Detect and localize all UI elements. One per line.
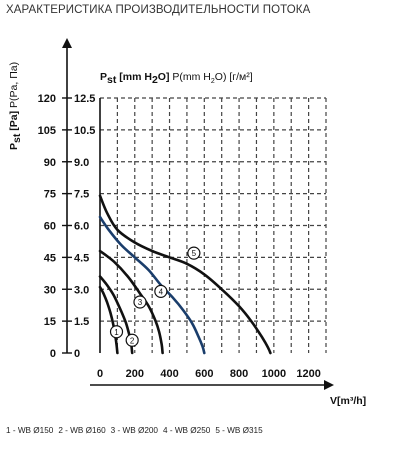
y-tick-label-mm: 3.0: [74, 284, 89, 296]
y-tick-label-mm: 10.5: [74, 125, 95, 137]
y-axis-label: Pst [Pa] P(Pa, Па): [8, 62, 23, 150]
x-tick-label: 400: [160, 368, 178, 380]
series-curves: [98, 194, 272, 355]
y-tick-label-pa: 60: [44, 221, 56, 233]
x-axis-arrow: [324, 380, 334, 390]
series-marker-label-3: 3: [138, 298, 143, 307]
series-marker-label-4: 4: [159, 287, 164, 296]
page-title: ХАРАКТЕРИСТИКА ПРОИЗВОДИТЕЛЬНОСТИ ПОТОКА: [6, 4, 311, 16]
axes: [62, 38, 334, 390]
y-tick-label-mm: 9.0: [74, 157, 89, 169]
series-marker-label-2: 2: [130, 336, 135, 345]
legend-item-4: 4 - WB Ø250: [162, 426, 211, 435]
y-tick-label-pa: 105: [38, 125, 56, 137]
series-marker-1: [109, 325, 124, 339]
x-tick-label: 800: [230, 368, 248, 380]
series-marker-5: [187, 246, 201, 260]
series-marker-label-5: 5: [192, 249, 197, 258]
grid-lines: [100, 97, 327, 353]
legend-item-2: 2 - WB Ø160: [58, 426, 106, 435]
series-line-1: [98, 285, 119, 355]
y-tick-label-pa: 75: [44, 189, 56, 201]
y-tick-label-pa: 15: [44, 316, 56, 328]
y-tick-label-pa: 120: [38, 93, 56, 105]
x-tick-label: 1200: [296, 368, 320, 380]
legend: 1 - WB Ø150 2 - WB Ø160 3 - WB Ø200 4 - WB …: [6, 426, 268, 435]
y-tick-label-mm: 0: [74, 348, 80, 360]
y-tick-label-mm: 1.5: [74, 316, 89, 328]
y-tick-label-mm: 7.5: [74, 189, 89, 201]
series-marker-4: [154, 284, 168, 298]
legend-item-3: 3 - WB Ø200: [110, 426, 158, 435]
series-marker-label-1: 1: [114, 328, 119, 337]
series-marker-2: [125, 333, 139, 347]
series-line-5: [98, 194, 272, 355]
x-axis-label: V[m³/h]: [330, 395, 366, 407]
x-tick-label: 600: [195, 368, 213, 380]
y-tick-labels: 0 0 15 1.5 30 3.0 45 4.5 60 6.0 75 7.5 90 9.0 105 10.5 1…: [38, 93, 96, 360]
y-tick-label-mm: 6.0: [74, 221, 89, 233]
y-axis-arrow: [62, 38, 72, 48]
x-tick-label: 1000: [262, 368, 286, 380]
y-tick-label-pa: 0: [50, 348, 56, 360]
y2-axis-label: Pst [mm H2O] P(mm H2O) [г/м²]: [100, 71, 253, 86]
y-tick-label-mm: 4.5: [74, 252, 89, 264]
y-tick-label-pa: 90: [44, 157, 56, 169]
series-line-3: [98, 249, 164, 355]
x-tick-labels: 0 200 400 600 800 1000 1200: [97, 368, 321, 380]
series-marker-3: [133, 295, 147, 309]
legend-item-5: 5 - WB Ø315: [215, 426, 263, 435]
x-tick-label: 0: [97, 368, 103, 380]
x-tick-label: 200: [126, 368, 144, 380]
y-tick-label-pa: 45: [44, 252, 56, 264]
y-tick-label-mm: 12.5: [74, 93, 95, 105]
legend-item-1: 1 - WB Ø150: [6, 426, 54, 435]
series-markers: 1 2 3 4 5: [109, 246, 201, 347]
y-tick-label-pa: 30: [44, 284, 56, 296]
